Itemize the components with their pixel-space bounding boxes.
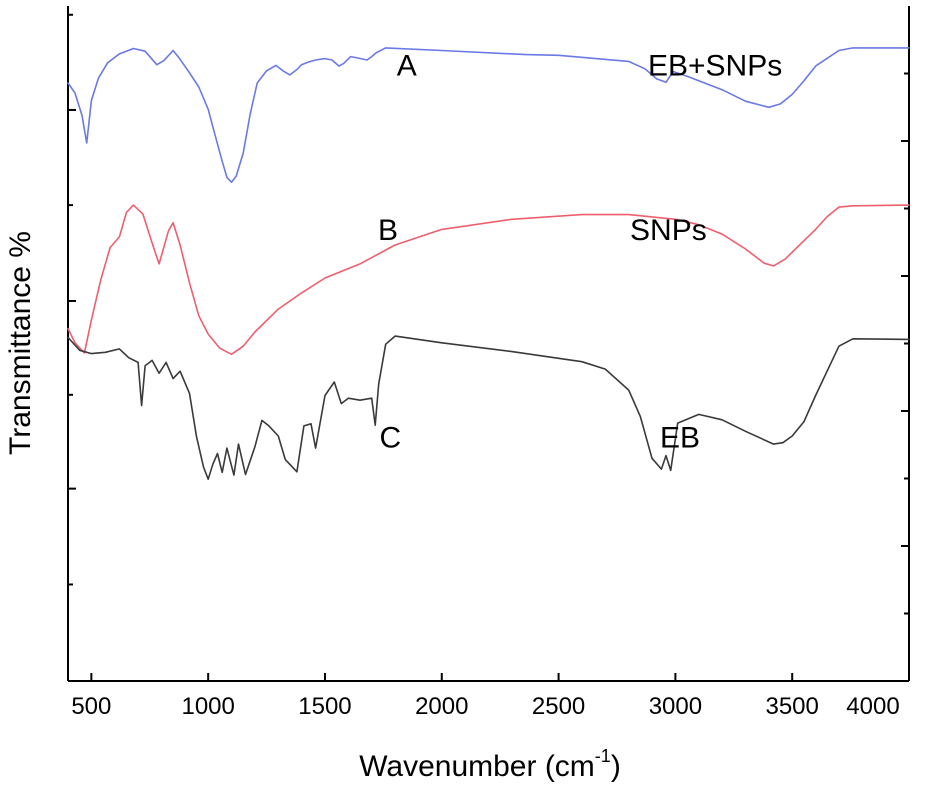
x-axis-title: Wavenumber (cm-1)	[359, 746, 621, 783]
curve-letter-b: B	[378, 214, 398, 247]
series-line-c	[67, 335, 910, 480]
series-group	[67, 47, 910, 480]
x-tick-label: 1500	[298, 693, 351, 720]
x-axis-title-main: Wavenumber (cm	[359, 750, 595, 783]
x-tick-label: 500	[71, 693, 111, 720]
x-tick-label: 1000	[181, 693, 234, 720]
series-line-b	[67, 204, 910, 356]
plot-frame	[67, 6, 910, 682]
x-tick-label: 3000	[649, 693, 702, 720]
curve-name-c: EB	[660, 421, 700, 454]
curve-name-b: SNPs	[630, 214, 707, 247]
curve-name-a: EB+SNPs	[648, 50, 782, 83]
x-tick-label: 2500	[532, 693, 585, 720]
y-axis-title: Transmittance %	[4, 231, 37, 455]
curve-labels: A EB+SNPs B SNPs C EB	[378, 50, 782, 455]
series-line-a	[67, 47, 910, 183]
x-axis-title-suffix: )	[611, 750, 621, 783]
curve-letter-a: A	[397, 50, 417, 83]
ticks: 500 1000 1500 2000 2500 3000 3500 4000	[68, 13, 910, 720]
x-tick-label: 3500	[765, 693, 818, 720]
x-axis-title-superscript: -1	[595, 746, 611, 766]
x-tick-label: 2000	[415, 693, 468, 720]
curve-letter-c: C	[380, 421, 402, 454]
x-tick-label: 4000	[846, 693, 899, 720]
